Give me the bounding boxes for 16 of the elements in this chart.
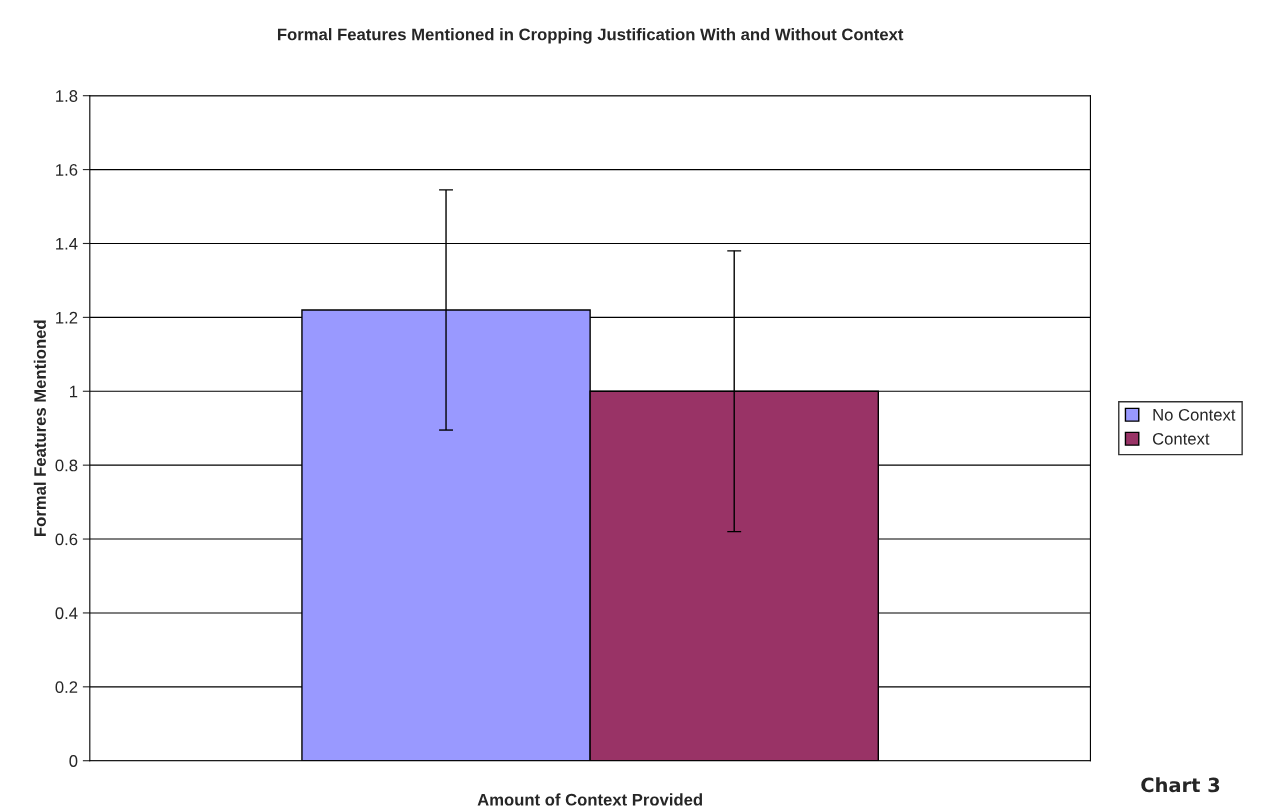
y-tick-label: 0 <box>69 755 78 767</box>
y-tick-label: 0.2 <box>55 681 78 694</box>
y-tick-label: 0.6 <box>55 533 78 546</box>
y-tick-label: 0.4 <box>55 607 78 620</box>
y-tick-label: 1.8 <box>56 90 78 102</box>
y-tick-label: 1.2 <box>56 311 78 324</box>
y-tick-label: 1 <box>70 385 78 398</box>
legend-label: No Context <box>1153 408 1236 421</box>
legend-label: Context <box>1152 432 1210 445</box>
caption: Chart 3 <box>1141 777 1220 793</box>
chart-title: Formal Features Mentioned in Cropping Justification With and Without Context <box>277 28 904 44</box>
y-tick-label: 0.8 <box>55 459 78 472</box>
y-axis-title: Formal Features Mentioned <box>33 320 46 536</box>
y-tick-label: 1.6 <box>56 163 78 176</box>
x-axis-title: Amount of Context Provided <box>477 793 702 806</box>
y-tick-label: 1.4 <box>56 238 78 250</box>
